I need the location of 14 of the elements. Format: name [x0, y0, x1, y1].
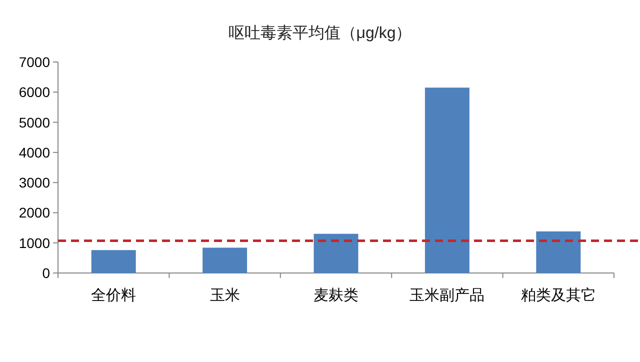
x-tick-label: 麦麸类 — [314, 287, 358, 304]
x-tick-label: 玉米 — [210, 287, 240, 304]
x-tick-label: 粕类及其它 — [520, 287, 596, 304]
y-tick-label: 4000 — [18, 144, 50, 160]
y-tick-label: 1000 — [18, 234, 50, 251]
chart-title: 呕吐毒素平均值（μg/kg） — [228, 24, 412, 42]
x-tick-label: 全价料 — [91, 287, 136, 304]
y-tick-label: 3000 — [18, 174, 50, 191]
y-tick-label: 6000 — [18, 84, 50, 100]
x-tick-label: 玉米副产品 — [410, 287, 485, 304]
y-tick-label: 2000 — [18, 204, 50, 221]
y-tick-label: 0 — [42, 265, 50, 281]
y-tick-label: 7000 — [18, 54, 50, 70]
y-tick-label: 5000 — [18, 114, 50, 130]
